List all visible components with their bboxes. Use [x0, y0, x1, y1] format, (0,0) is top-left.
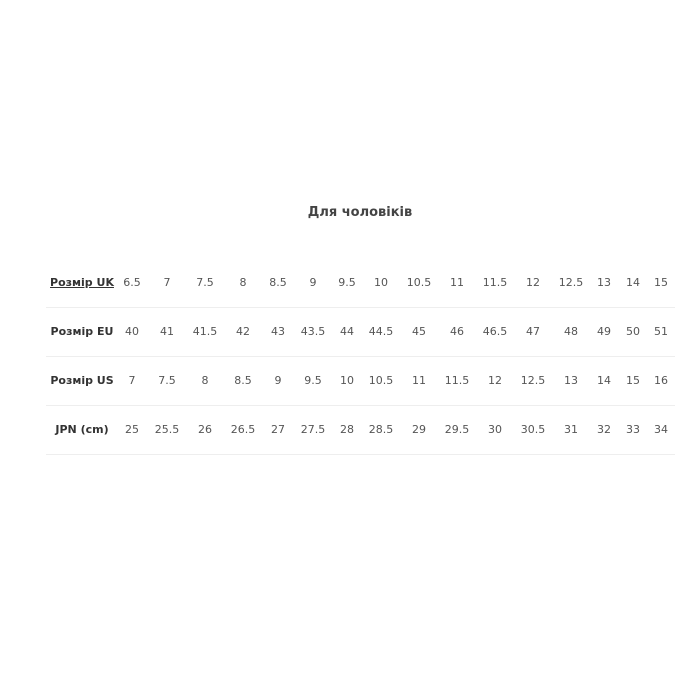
- table-cell: 28.5: [368, 423, 394, 436]
- row-header: Розмір EU: [50, 325, 114, 338]
- size-guide-link[interactable]: Розмір UK: [50, 276, 114, 289]
- table-cell: 34: [654, 423, 668, 436]
- row-header: Розмір US: [50, 374, 114, 387]
- table-cell: 31: [564, 423, 578, 436]
- table-cell: 12.5: [520, 374, 546, 387]
- table-row: JPN (cm) 25 25.5 26 26.5 27 27.5 28 28.5 29 29.5 30…: [46, 406, 675, 455]
- table-cell: 10: [374, 276, 388, 289]
- table-cell: 13: [564, 374, 578, 387]
- table-cell: 11: [412, 374, 426, 387]
- table-cell: 32: [597, 423, 611, 436]
- table-cell: 9.5: [304, 374, 322, 387]
- table-cell: 43.5: [300, 325, 326, 338]
- table-cell: 12: [488, 374, 502, 387]
- table-cell: 43: [271, 325, 285, 338]
- table-cell: 30.5: [520, 423, 546, 436]
- table-cell: 15: [626, 374, 640, 387]
- table-cell: 7.5: [158, 374, 176, 387]
- table-cell: 14: [626, 276, 640, 289]
- table-cell: 40: [125, 325, 139, 338]
- table-cell: 27.5: [300, 423, 326, 436]
- table-cell: 28: [340, 423, 354, 436]
- table-row: Розмір US 7 7.5 8 8.5 9 9.5 10 10.5 11 11.5 12 12.5 1…: [46, 357, 675, 406]
- table-cell: 8.5: [269, 276, 287, 289]
- table-cell: 44: [340, 325, 354, 338]
- table-cell: 11.5: [482, 276, 508, 289]
- table-cell: 10.5: [406, 276, 432, 289]
- table-cell: 46: [450, 325, 464, 338]
- table-cell: 7: [128, 374, 136, 387]
- table-cell: 7: [163, 276, 171, 289]
- table-cell: 16: [654, 374, 668, 387]
- table-cell: 8: [239, 276, 247, 289]
- table-cell: 11: [450, 276, 464, 289]
- table-cell: 26.5: [230, 423, 256, 436]
- table-cell: 27: [271, 423, 285, 436]
- row-header: JPN (cm): [55, 423, 109, 436]
- table-cell: 13: [597, 276, 611, 289]
- table-cell: 9.5: [338, 276, 356, 289]
- table-cell: 29: [412, 423, 426, 436]
- table-cell: 11.5: [444, 374, 470, 387]
- table-cell: 45: [412, 325, 426, 338]
- table-cell: 15: [654, 276, 668, 289]
- table-cell: 12.5: [558, 276, 584, 289]
- table-cell: 10: [340, 374, 354, 387]
- table-cell: 41.5: [192, 325, 218, 338]
- table-cell: 49: [597, 325, 611, 338]
- page-title: Для чоловіків: [307, 205, 413, 220]
- table-cell: 41: [160, 325, 174, 338]
- table-cell: 8: [201, 374, 209, 387]
- table-cell: 33: [626, 423, 640, 436]
- table-cell: 30: [488, 423, 502, 436]
- table-cell: 50: [626, 325, 640, 338]
- table-cell: 9: [309, 276, 317, 289]
- table-cell: 25: [125, 423, 139, 436]
- table-cell: 46.5: [482, 325, 508, 338]
- table-cell: 48: [564, 325, 578, 338]
- table-row: Розмір UK 6.5 7 7.5 8 8.5 9 9.5 10 10.5 11 11.5 12 12…: [46, 259, 675, 308]
- table-cell: 12: [526, 276, 540, 289]
- table-cell: 6.5: [123, 276, 141, 289]
- table-cell: 14: [597, 374, 611, 387]
- table-cell: 29.5: [444, 423, 470, 436]
- table-cell: 25.5: [154, 423, 180, 436]
- table-row: Розмір EU 40 41 41.5 42 43 43.5 44 44.5 45 46 46.5 4…: [46, 308, 675, 357]
- table-cell: 10.5: [368, 374, 394, 387]
- table-cell: 8.5: [234, 374, 252, 387]
- table-cell: 42: [236, 325, 250, 338]
- table-cell: 7.5: [196, 276, 214, 289]
- table-cell: 9: [274, 374, 282, 387]
- table-cell: 26: [198, 423, 212, 436]
- table-cell: 51: [654, 325, 668, 338]
- table-cell: 47: [526, 325, 540, 338]
- table-cell: 44.5: [368, 325, 394, 338]
